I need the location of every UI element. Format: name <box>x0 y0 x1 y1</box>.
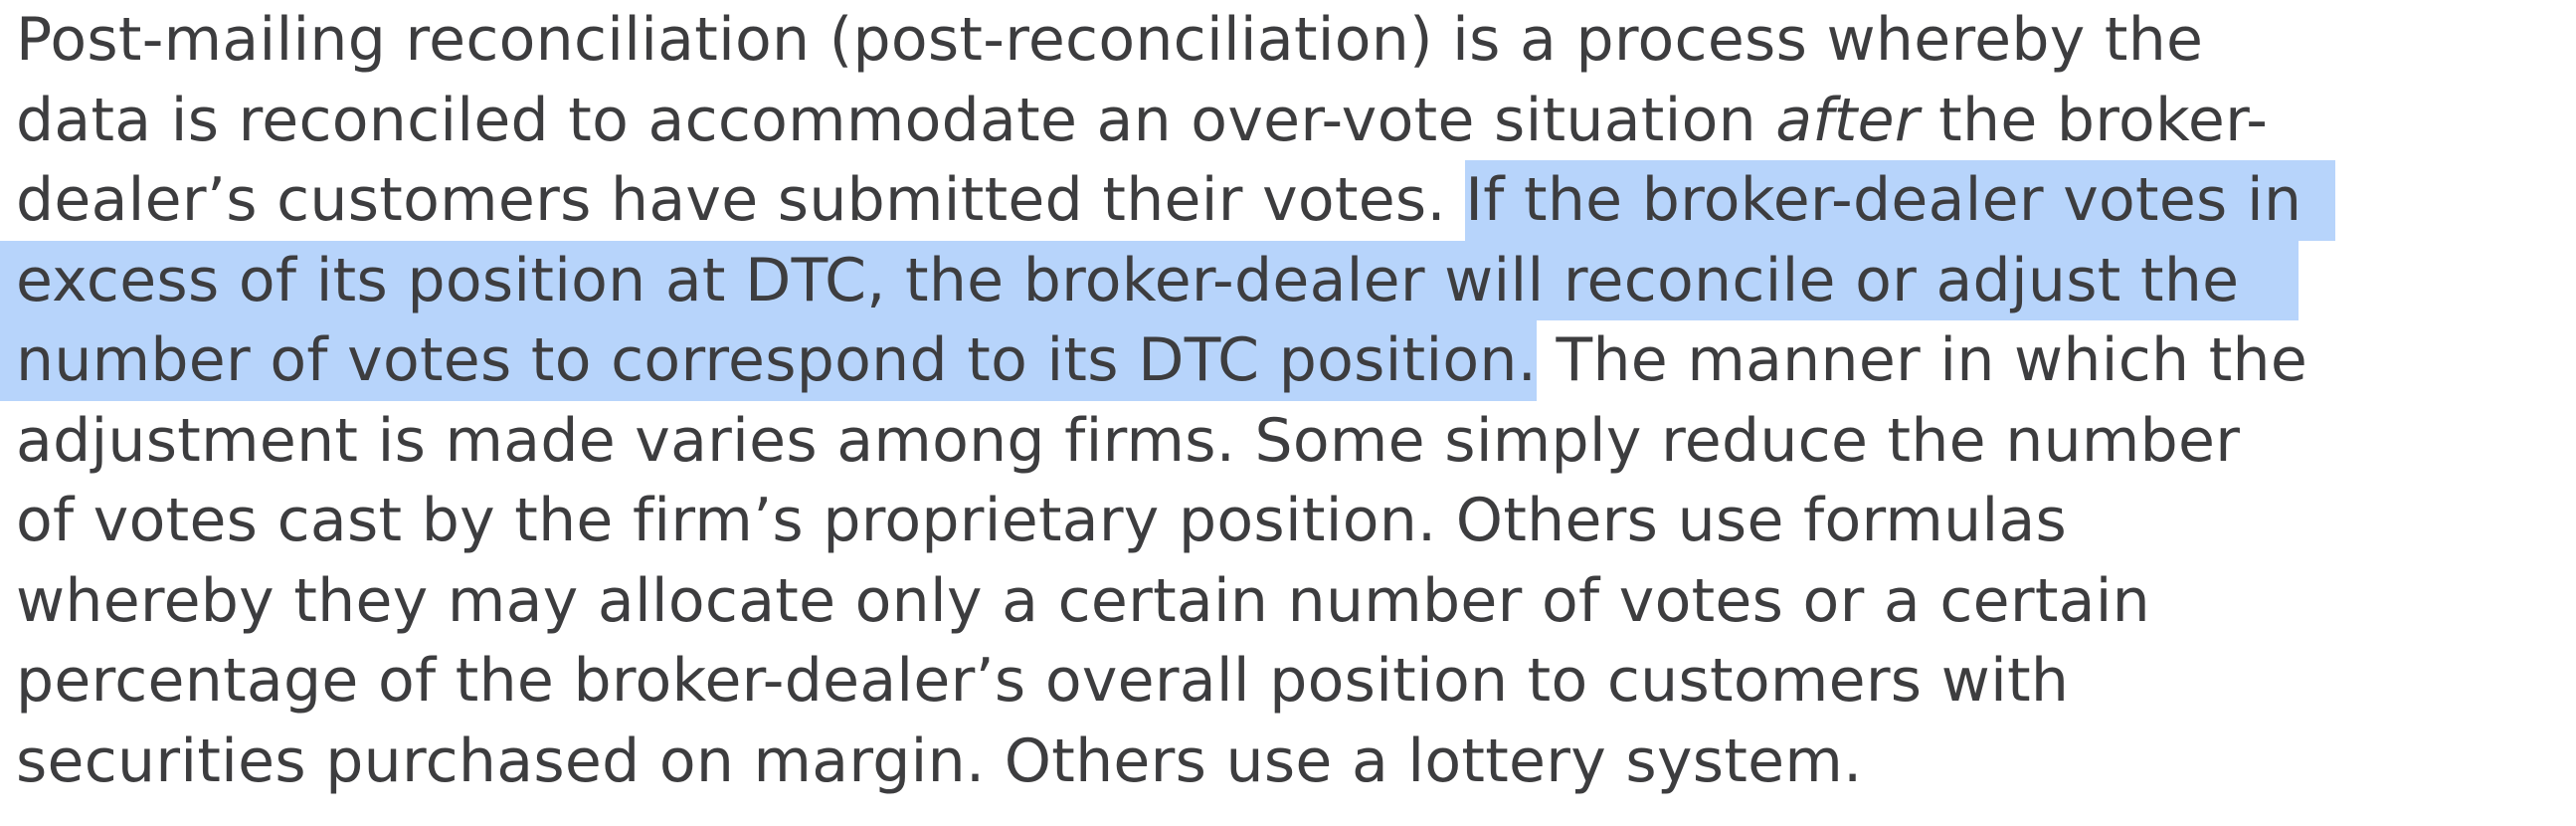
paragraph-line: number of votes to correspond to its DTC… <box>0 320 2572 401</box>
text-run: adjustment is made varies among firms. S… <box>16 405 2241 476</box>
text-run: percentage of the broker-dealer’s overal… <box>16 646 2070 716</box>
text-run: whereby they may allocate only a certain… <box>16 565 2151 636</box>
paragraph-line: Post-mailing reconciliation (post-reconc… <box>16 0 2572 81</box>
paragraph-line: of votes cast by the firm’s proprietary … <box>16 481 2572 561</box>
paragraph-line: adjustment is made varies among firms. S… <box>16 401 2572 482</box>
selected-text[interactable]: excess of its position at DTC, the broke… <box>0 240 2300 320</box>
document-paragraph: Post-mailing reconciliation (post-reconc… <box>0 0 2572 802</box>
text-run: dealer’s customers have submitted their … <box>16 165 1466 235</box>
emphasized-text: after <box>1775 85 1920 155</box>
paragraph-line: whereby they may allocate only a certain… <box>16 561 2572 642</box>
selected-text[interactable]: If the broker-dealer votes in <box>1465 160 2336 241</box>
paragraph-line: excess of its position at DTC, the broke… <box>0 240 2572 320</box>
paragraph-line: percentage of the broker-dealer’s overal… <box>16 641 2572 722</box>
text-run: Post-mailing reconciliation (post-reconc… <box>16 5 2204 75</box>
text-run: of votes cast by the firm’s proprietary … <box>16 486 2068 555</box>
paragraph-line: securities purchased on margin. Others u… <box>16 722 2572 802</box>
selected-text[interactable]: number of votes to correspond to its DTC… <box>0 320 1538 401</box>
text-run: The manner in which the <box>1537 325 2308 395</box>
text-run: the broker- <box>1919 85 2269 155</box>
text-run: data is reconciled to accommodate an ove… <box>16 85 1776 155</box>
text-run: securities purchased on margin. Others u… <box>16 725 1863 796</box>
paragraph-line: data is reconciled to accommodate an ove… <box>16 81 2572 161</box>
paragraph-line: dealer’s customers have submitted their … <box>16 160 2572 241</box>
